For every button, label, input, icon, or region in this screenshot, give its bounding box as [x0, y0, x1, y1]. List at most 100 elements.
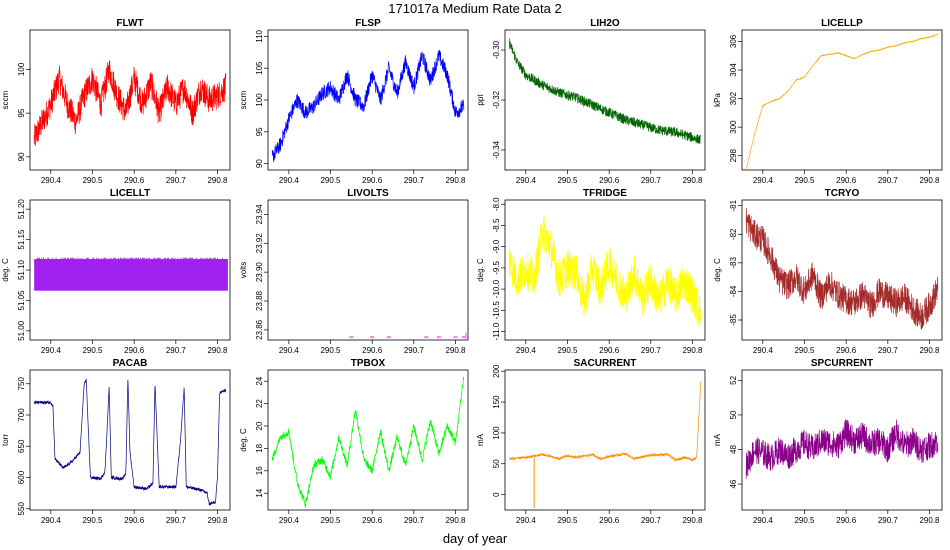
- x-tick-label: 290.6: [836, 176, 857, 185]
- y-tick-label: 51.05: [17, 290, 26, 311]
- x-tick-label: 290.7: [166, 346, 187, 355]
- data-line: [271, 376, 465, 508]
- y-axis-label: kPa: [713, 93, 722, 107]
- panel-title: SACURRENT: [574, 358, 637, 369]
- y-tick-label: -8.5: [492, 218, 501, 232]
- x-tick-label: 290.4: [41, 346, 62, 355]
- data-line: [745, 208, 939, 330]
- x-tick-label: 290.8: [445, 346, 466, 355]
- y-tick-label: 600: [17, 470, 26, 484]
- data-line: [508, 381, 702, 463]
- y-tick-label: 750: [17, 377, 26, 391]
- y-tick-label: 150: [492, 395, 501, 409]
- data-line: [508, 38, 702, 144]
- panel-lih2o: LIH2O 290.4 290.5 290.6 290.7 290.8 -0.30 -0.32…: [476, 18, 706, 185]
- data-line: [33, 60, 227, 146]
- data-line: [271, 49, 465, 163]
- series-sacurrent: [508, 381, 702, 509]
- data-line: [34, 378, 227, 507]
- plot-frame: [504, 199, 706, 341]
- x-tick-label: 290.4: [753, 176, 774, 185]
- panel-sacurrent: SACURRENT 290.4 290.5 290.6 290.7 290.8 0 50 100…: [476, 358, 706, 525]
- y-tick-label: 105: [255, 61, 264, 75]
- panel-title: LIH2O: [590, 18, 620, 29]
- y-tick-label: 51.00: [17, 320, 26, 341]
- y-tick-label: 23.94: [255, 204, 264, 225]
- x-tick-label: 290.5: [794, 346, 815, 355]
- x-tick-label: 290.4: [516, 346, 537, 355]
- y-axis-label: torr: [1, 434, 10, 446]
- x-tick-label: 290.8: [682, 176, 703, 185]
- x-tick-label: 290.7: [641, 176, 662, 185]
- y-tick-label: 18: [255, 443, 264, 452]
- x-tick-label: 290.5: [82, 346, 103, 355]
- y-tick-label: -0.34: [492, 140, 501, 159]
- panel-tcryo: TCRYO 290.4 290.5 290.6 290.7 290.8 -81 -82 -83 -…: [713, 188, 943, 355]
- y-tick-label: 200: [492, 364, 501, 378]
- plot-frame: [267, 199, 469, 341]
- panel-pacab: PACAB 290.4 290.5 290.6 290.7 290.8 550 600 650 7…: [1, 358, 231, 525]
- y-tick-label: -0.30: [492, 40, 501, 59]
- y-tick-label: -9.5: [492, 260, 501, 274]
- x-tick-label: 290.5: [557, 516, 578, 525]
- plot-frame: [29, 29, 231, 171]
- data-line: [745, 33, 938, 170]
- data-spikes: [36, 257, 224, 259]
- y-tick-label: 23.90: [255, 262, 264, 283]
- y-tick-label: -9.0: [492, 239, 501, 253]
- y-tick-label: 0: [492, 492, 501, 497]
- y-tick-label: 95: [255, 127, 264, 136]
- y-tick-label: 90: [255, 159, 264, 168]
- y-tick-label: 300: [729, 120, 738, 134]
- y-tick-label: 304: [729, 63, 738, 77]
- y-tick-label: 14: [255, 488, 264, 497]
- series-tpbox: [271, 376, 465, 508]
- panel-flwt: FLWT 290.4 290.5 290.6 290.7 290.8 90 95 100 sccm: [1, 18, 231, 185]
- panel-spcurrent: SPCURRENT 290.4 290.5 290.6 290.7 290.8 46 48 50…: [713, 358, 943, 525]
- panel-title: PACAB: [113, 358, 148, 369]
- plot-frame: [504, 29, 706, 171]
- y-tick-label: 100: [17, 62, 26, 76]
- y-axis-label: deg. C: [476, 258, 485, 282]
- x-tick-label: 290.8: [207, 176, 228, 185]
- y-tick-label: 650: [17, 439, 26, 453]
- y-axis-label: deg. C: [713, 258, 722, 282]
- y-tick-label: -8.0: [492, 197, 501, 211]
- series-flsp: [271, 49, 465, 163]
- x-tick-label: 290.7: [404, 176, 425, 185]
- plot-frame: [267, 369, 469, 511]
- x-tick-label: 290.7: [641, 516, 662, 525]
- x-tick-label: 290.5: [320, 516, 341, 525]
- plot-frame: [741, 369, 943, 511]
- y-tick-label: 90: [17, 152, 26, 161]
- y-tick-label: 51.15: [17, 229, 26, 250]
- y-tick-label: 100: [492, 426, 501, 440]
- panel-licellt: LICELLT 290.4 290.5 290.6 290.7 290.8 51.00 51.…: [1, 188, 231, 355]
- y-tick-label: -82: [729, 228, 738, 240]
- panels: FLWT 290.4 290.5 290.6 290.7 290.8 90 95 100 sccm…: [1, 18, 943, 525]
- x-tick-label: 290.8: [682, 516, 703, 525]
- y-tick-label: -84: [729, 285, 738, 297]
- y-tick-label: 50: [492, 459, 501, 468]
- panel-title: TFRIDGE: [583, 188, 627, 199]
- y-axis-label: sccm: [239, 90, 248, 109]
- data-line: [745, 419, 939, 479]
- y-tick-label: 22: [255, 399, 264, 408]
- y-tick-label: -81: [729, 199, 738, 211]
- y-tick-label: 51.10: [17, 259, 26, 280]
- y-tick-label: 298: [729, 148, 738, 162]
- x-tick-label: 290.8: [682, 346, 703, 355]
- figure-title: 171017a Medium Rate Data 2: [388, 1, 561, 16]
- plot-frame: [504, 369, 706, 511]
- x-tick-label: 290.5: [557, 346, 578, 355]
- x-tick-label: 290.8: [445, 176, 466, 185]
- panel-title: LICELLT: [110, 188, 150, 199]
- x-tick-label: 290.5: [320, 346, 341, 355]
- plot-frame: [741, 29, 943, 171]
- y-tick-label: -0.32: [492, 90, 501, 109]
- x-tick-label: 290.4: [753, 516, 774, 525]
- x-tick-label: 290.6: [599, 176, 620, 185]
- y-tick-label: 52: [729, 375, 738, 384]
- y-axis-label: mA: [476, 433, 485, 446]
